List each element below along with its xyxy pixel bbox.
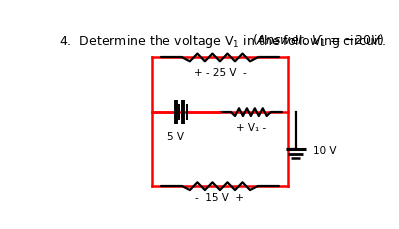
Text: 5 V: 5 V — [167, 131, 184, 142]
Text: 4.  Determine the voltage V$_1$ in the following circuit.: 4. Determine the voltage V$_1$ in the fo… — [59, 33, 388, 50]
Text: + - 25 V  -: + - 25 V - — [194, 68, 246, 78]
Text: + V₁ -: + V₁ - — [236, 123, 266, 133]
Text: -  15 V  +: - 15 V + — [196, 193, 245, 203]
Text: ($\it{Answer}$: $\it{V_1}$ = $\it{-20V}$): ($\it{Answer}$: $\it{V_1}$ = $\it{-20V}$… — [253, 33, 385, 49]
Text: 10 V: 10 V — [313, 146, 336, 156]
